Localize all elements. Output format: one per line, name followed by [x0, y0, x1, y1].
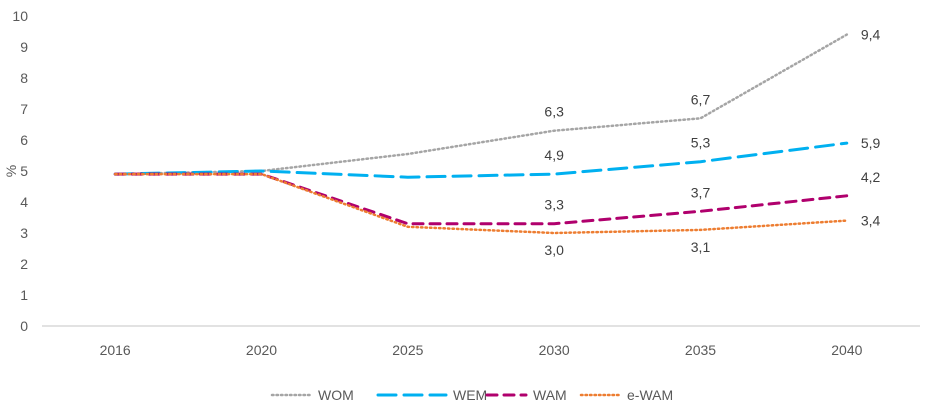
y-tick-label: 9: [20, 39, 28, 55]
series-line-e-wam: [113, 172, 849, 235]
data-labels: 6,3 6,7 9,4 4,9 5,3 5,9 3,3 3,7 4,2 3,0 3,1 3,4: [544, 27, 880, 258]
legend-label: e-WAM: [627, 387, 673, 403]
x-tick-label: 2016: [100, 342, 131, 358]
y-tick-label: 8: [20, 70, 28, 86]
plot-area: [113, 33, 849, 235]
data-label-e-wam: 3,0: [544, 242, 564, 258]
x-tick-label: 2020: [246, 342, 277, 358]
x-tick-label: 2030: [539, 342, 570, 358]
data-label-wam: 4,2: [861, 169, 881, 185]
legend-label: WAM: [533, 387, 567, 403]
legend-item-wom[interactable]: WOM: [270, 387, 354, 403]
y-tick-label: 1: [20, 287, 28, 303]
data-label-wam: 3,7: [691, 184, 711, 200]
legend-item-e-wam[interactable]: e-WAM: [579, 387, 673, 403]
data-label-e-wam: 3,4: [861, 213, 881, 229]
x-axis: 2016 2020 2025 2030 2035 2040: [100, 342, 863, 358]
series-line-wam: [113, 172, 849, 226]
data-label-wom: 6,7: [691, 91, 711, 107]
legend-label: WOM: [318, 387, 354, 403]
series-line-wem: [113, 141, 849, 179]
y-tick-label: 4: [20, 194, 28, 210]
y-tick-label: 2: [20, 256, 28, 272]
y-tick-label: 0: [20, 318, 28, 334]
data-label-wom: 9,4: [861, 27, 881, 43]
data-label-wem: 5,3: [691, 135, 711, 151]
y-tick-label: 5: [20, 163, 28, 179]
y-tick-label: 3: [20, 225, 28, 241]
data-label-wem: 4,9: [544, 147, 564, 163]
x-tick-label: 2035: [685, 342, 716, 358]
legend: WOM WEM WAM e-WAM: [270, 387, 673, 403]
y-tick-label: 10: [12, 8, 28, 24]
data-label-wem: 5,9: [861, 135, 881, 151]
data-label-e-wam: 3,1: [691, 239, 711, 255]
legend-item-wam[interactable]: WAM: [485, 387, 567, 403]
y-axis: 0 1 2 3 4 5 6 7 8 9 10: [12, 8, 28, 334]
y-tick-label: 6: [20, 132, 28, 148]
x-tick-label: 2040: [831, 342, 862, 358]
x-tick-label: 2025: [392, 342, 423, 358]
data-label-wom: 6,3: [544, 104, 564, 120]
data-label-wam: 3,3: [544, 197, 564, 213]
y-axis-title: %: [3, 165, 19, 177]
y-tick-label: 7: [20, 101, 28, 117]
series-line-wom: [113, 33, 849, 176]
legend-item-wem[interactable]: WEM: [376, 387, 487, 403]
legend-label: WEM: [453, 387, 487, 403]
